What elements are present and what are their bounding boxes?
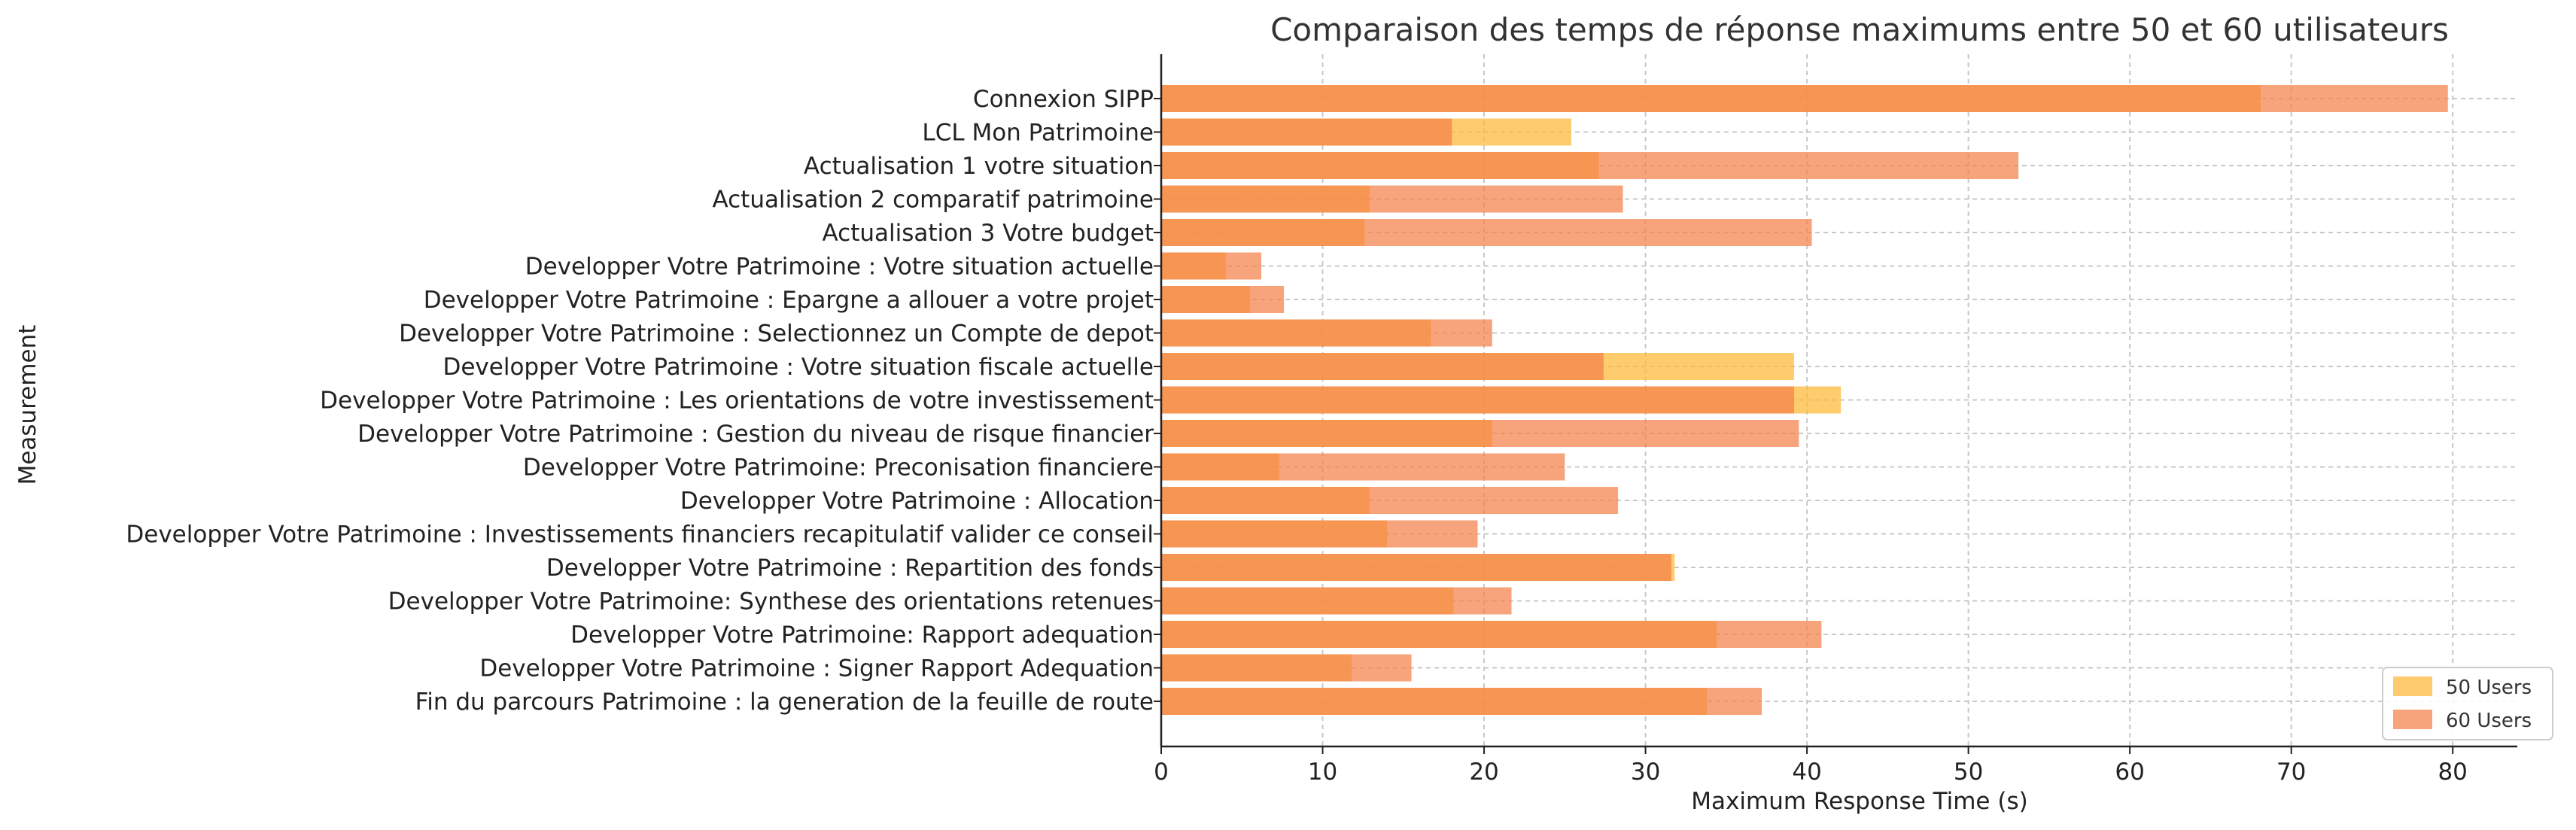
x-tick-label: 30 bbox=[1631, 759, 1660, 786]
legend: 50 Users 60 Users bbox=[2382, 667, 2553, 740]
y-tick-label-fin-du-parcours-patrimoine-la-generation-de-la-feuille-de-route: Fin du parcours Patrimoine : la generati… bbox=[415, 689, 1154, 716]
legend-label-50-users: 50 Users bbox=[2446, 676, 2532, 699]
y-tick-label-lcl-mon-patrimoine: LCL Mon Patrimoine bbox=[922, 120, 1154, 147]
bar-60-users-developper-votre-patrimoine-repartition-des-fonds bbox=[1161, 554, 1671, 581]
bar-60-users-developper-votre-patrimoine-signer-rapport-adequation bbox=[1161, 654, 1412, 682]
y-tick-label-developper-votre-patrimoine-selectionnez-un-compte-de-depot: Developper Votre Patrimoine : Selectionn… bbox=[399, 321, 1154, 348]
bar-60-users-lcl-mon-patrimoine bbox=[1161, 118, 1452, 146]
y-tick-label-developper-votre-patrimoine-repartition-des-fonds: Developper Votre Patrimoine : Repartitio… bbox=[546, 555, 1154, 582]
bar-60-users-actualisation-2-comparatif-patrimoine bbox=[1161, 185, 1623, 213]
y-tick-label-developper-votre-patrimoine-gestion-du-niveau-de-risque-financier: Developper Votre Patrimoine : Gestion du… bbox=[357, 421, 1154, 448]
y-tick-label-actualisation-1-votre-situation: Actualisation 1 votre situation bbox=[804, 153, 1154, 180]
y-tick-label-developper-votre-patrimoine-synthese-des-orientations-retenues: Developper Votre Patrimoine: Synthese de… bbox=[388, 588, 1154, 616]
x-tick-label: 60 bbox=[2115, 759, 2144, 786]
x-tick-label: 70 bbox=[2276, 759, 2306, 786]
bar-60-users-developper-votre-patrimoine-gestion-du-niveau-de-risque-financier bbox=[1161, 420, 1799, 447]
y-tick-label-developper-votre-patrimoine-epargne-a-allouer-a-votre-projet: Developper Votre Patrimoine : Epargne a … bbox=[424, 287, 1154, 314]
y-tick-label-actualisation-2-comparatif-patrimoine: Actualisation 2 comparatif patrimoine bbox=[712, 187, 1154, 214]
y-tick-label-developper-votre-patrimoine-les-orientations-de-votre-investissement: Developper Votre Patrimoine : Les orient… bbox=[320, 388, 1154, 415]
bar-60-users-actualisation-1-votre-situation bbox=[1161, 152, 2019, 179]
x-axis-label: Maximum Response Time (s) bbox=[1691, 788, 2027, 815]
y-tick-label-actualisation-3-votre-budget: Actualisation 3 Votre budget bbox=[822, 220, 1154, 247]
legend-label-60-users: 60 Users bbox=[2446, 710, 2532, 732]
bars bbox=[1161, 85, 2448, 715]
x-tick-label: 10 bbox=[1308, 759, 1337, 786]
bar-60-users-developper-votre-patrimoine-investissements-financiers-recapitulatif-valider-ce-conseil bbox=[1161, 520, 1478, 548]
bar-60-users-fin-du-parcours-patrimoine-la-generation-de-la-feuille-de-route bbox=[1161, 688, 1762, 715]
bar-60-users-connexion-sipp bbox=[1161, 85, 2448, 112]
legend-swatch-60-users bbox=[2393, 710, 2432, 729]
bar-60-users-developper-votre-patrimoine-synthese-des-orientations-retenues bbox=[1161, 587, 1512, 615]
y-tick-label-developper-votre-patrimoine-signer-rapport-adequation: Developper Votre Patrimoine : Signer Rap… bbox=[479, 655, 1154, 683]
y-tick-label-developper-votre-patrimoine-preconisation-financiere: Developper Votre Patrimoine: Preconisati… bbox=[523, 455, 1154, 482]
y-axis-label: Measurement bbox=[14, 325, 41, 485]
bar-60-users-developper-votre-patrimoine-preconisation-financiere bbox=[1161, 453, 1565, 481]
y-tick-label-developper-votre-patrimoine-votre-situation-actuelle: Developper Votre Patrimoine : Votre situ… bbox=[525, 254, 1154, 281]
x-tick-labels: 0 10 20 30 40 50 60 70 80 bbox=[1154, 759, 2468, 786]
axes bbox=[1154, 54, 2517, 754]
bar-60-users-developper-votre-patrimoine-rapport-adequation bbox=[1161, 621, 1822, 648]
y-tick-labels: Connexion SIPP LCL Mon Patrimoine Actualis… bbox=[126, 86, 1154, 716]
bar-60-users-developper-votre-patrimoine-votre-situation-actuelle bbox=[1161, 252, 1262, 280]
bar-60-users-developper-votre-patrimoine-votre-situation-fiscale-actuelle bbox=[1161, 353, 1604, 380]
x-tick-label: 40 bbox=[1792, 759, 1821, 786]
x-tick-label: 80 bbox=[2438, 759, 2467, 786]
legend-swatch-50-users bbox=[2393, 676, 2432, 696]
y-tick-label-developper-votre-patrimoine-votre-situation-fiscale-actuelle: Developper Votre Patrimoine : Votre situ… bbox=[443, 354, 1154, 381]
bar-60-users-developper-votre-patrimoine-selectionnez-un-compte-de-depot bbox=[1161, 319, 1492, 347]
bar-60-users-developper-votre-patrimoine-allocation bbox=[1161, 487, 1619, 514]
bar-60-users-developper-votre-patrimoine-epargne-a-allouer-a-votre-projet bbox=[1161, 286, 1285, 313]
x-tick-label: 50 bbox=[1954, 759, 1983, 786]
y-tick-label-connexion-sipp: Connexion SIPP bbox=[973, 86, 1154, 113]
bar-60-users-developper-votre-patrimoine-les-orientations-de-votre-investissement bbox=[1161, 386, 1794, 414]
y-tick-label-developper-votre-patrimoine-allocation: Developper Votre Patrimoine : Allocation bbox=[680, 488, 1154, 515]
chart-title: Comparaison des temps de réponse maximum… bbox=[1270, 11, 2449, 48]
series-60-users bbox=[1161, 85, 2448, 715]
x-tick-label: 20 bbox=[1469, 759, 1498, 786]
y-tick-label-developper-votre-patrimoine-investissements-financiers-recapitulatif-valider-ce-conseil: Developper Votre Patrimoine : Investisse… bbox=[126, 521, 1154, 549]
bar-60-users-actualisation-3-votre-budget bbox=[1161, 219, 1812, 246]
x-tick-label: 0 bbox=[1154, 759, 1169, 786]
y-tick-label-developper-votre-patrimoine-rapport-adequation: Developper Votre Patrimoine: Rapport ade… bbox=[570, 622, 1154, 649]
